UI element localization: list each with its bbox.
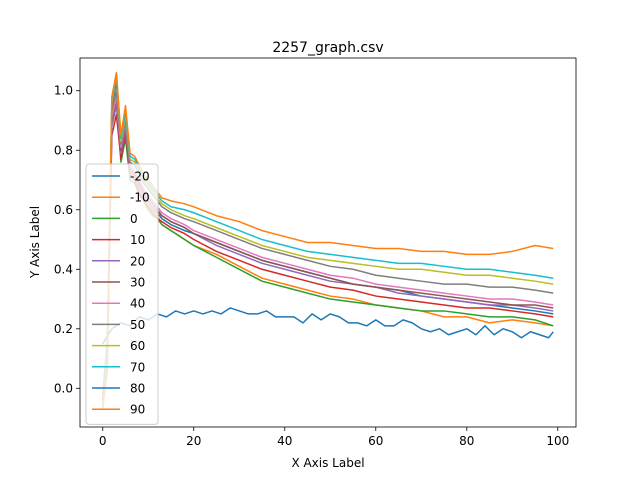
y-tick-label: 0.6 <box>54 203 73 217</box>
series-layer <box>102 72 554 410</box>
legend-label: 90 <box>130 403 145 417</box>
y-axis: 0.0 0.2 0.4 0.6 0.8 1.0 <box>54 84 80 395</box>
legend: -20 -10 0 10 20 30 40 50 60 70 80 90 <box>85 163 159 425</box>
y-tick-label: 0.0 <box>54 381 73 395</box>
x-axis: 0 20 40 60 80 100 <box>99 427 569 448</box>
x-tick-label: 20 <box>186 434 201 448</box>
legend-label: 40 <box>130 297 145 311</box>
x-tick-label: 0 <box>99 434 107 448</box>
legend-label: 10 <box>130 233 145 247</box>
x-tick-label: 60 <box>368 434 383 448</box>
chart-title: 2257_graph.csv <box>272 40 383 56</box>
legend-label: -20 <box>130 170 150 184</box>
y-tick-label: 1.0 <box>54 84 73 98</box>
legend-label: 0 <box>130 212 138 226</box>
legend-label: 80 <box>130 382 145 396</box>
x-tick-label: 40 <box>277 434 292 448</box>
series-line-10 <box>102 307 554 345</box>
legend-label: 20 <box>130 254 145 268</box>
legend-box <box>85 163 159 425</box>
x-tick-label: 100 <box>546 434 569 448</box>
x-axis-label: X Axis Label <box>291 456 364 470</box>
legend-label: 30 <box>130 276 145 290</box>
y-axis-label: Y Axis Label <box>28 206 42 279</box>
plot-area <box>79 57 577 428</box>
plot-frame <box>79 57 577 428</box>
series-line-11 <box>102 72 554 410</box>
y-tick-label: 0.8 <box>54 143 73 157</box>
y-tick-label: 0.4 <box>54 262 73 276</box>
y-tick-label: 0.2 <box>54 322 73 336</box>
x-tick-label: 80 <box>459 434 474 448</box>
legend-label: 60 <box>130 339 145 353</box>
legend-label: 50 <box>130 318 145 332</box>
legend-label: 70 <box>130 360 145 374</box>
legend-label: -10 <box>130 191 150 205</box>
